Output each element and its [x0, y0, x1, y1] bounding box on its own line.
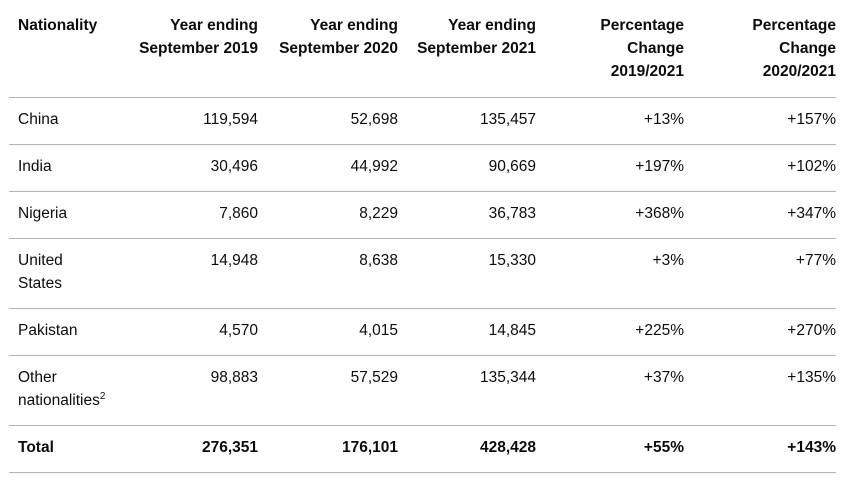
cell-nationality: China	[9, 97, 115, 145]
cell-year-2019: 7,860	[115, 191, 258, 239]
cell-year-2021: 14,845	[398, 308, 536, 356]
cell-pct-2020-2021: +270%	[684, 308, 836, 356]
cell-pct-2019-2021: +3%	[536, 238, 684, 309]
cell-pct-2019-2021: +197%	[536, 144, 684, 192]
cell-year-2020: 44,992	[258, 144, 398, 192]
cell-pct-2020-2021: +102%	[684, 144, 836, 192]
table-row: India 30,496 44,992 90,669 +197% +102%	[9, 144, 836, 192]
cell-pct-2020-2021: +77%	[684, 238, 836, 309]
header-pct-2019-2021: Percentage Change 2019/2021	[536, 6, 684, 98]
cell-nationality: Other nationalities2	[9, 355, 115, 426]
cell-nationality: United States	[9, 238, 115, 309]
header-pct-2020-2021: Percentage Change 2020/2021	[684, 6, 836, 98]
footnote-marker[interactable]: 2	[99, 391, 106, 402]
cell-year-2020: 57,529	[258, 355, 398, 426]
table-row: Other nationalities2 98,883 57,529 135,34…	[9, 355, 836, 426]
cell-nationality: Nigeria	[9, 191, 115, 239]
nationality-table: Nationality Year ending September 2019 Ye…	[9, 6, 836, 473]
cell-year-2020: 52,698	[258, 97, 398, 145]
cell-nationality: Pakistan	[9, 308, 115, 356]
table-row: Nigeria 7,860 8,229 36,783 +368% +347%	[9, 191, 836, 239]
cell-nationality: India	[9, 144, 115, 192]
cell-total-pct-2020-2021: +143%	[684, 425, 836, 473]
cell-pct-2019-2021: +368%	[536, 191, 684, 239]
cell-pct-2020-2021: +347%	[684, 191, 836, 239]
header-year-2020: Year ending September 2020	[258, 6, 398, 98]
cell-year-2020: 8,638	[258, 238, 398, 309]
cell-year-2021: 135,457	[398, 97, 536, 145]
cell-year-2021: 15,330	[398, 238, 536, 309]
header-year-2019: Year ending September 2019	[115, 6, 258, 98]
cell-total-pct-2019-2021: +55%	[536, 425, 684, 473]
cell-year-2021: 90,669	[398, 144, 536, 192]
table-row: Pakistan 4,570 4,015 14,845 +225% +270%	[9, 308, 836, 356]
table-row: China 119,594 52,698 135,457 +13% +157%	[9, 97, 836, 145]
cell-year-2021: 135,344	[398, 355, 536, 426]
cell-total-2020: 176,101	[258, 425, 398, 473]
cell-year-2020: 8,229	[258, 191, 398, 239]
cell-year-2019: 4,570	[115, 308, 258, 356]
header-nationality: Nationality	[9, 6, 115, 98]
cell-total-label: Total	[9, 425, 115, 473]
cell-year-2019: 119,594	[115, 97, 258, 145]
cell-year-2019: 98,883	[115, 355, 258, 426]
cell-pct-2020-2021: +135%	[684, 355, 836, 426]
header-row: Nationality Year ending September 2019 Ye…	[9, 6, 836, 98]
cell-year-2021: 36,783	[398, 191, 536, 239]
cell-total-2021: 428,428	[398, 425, 536, 473]
cell-year-2019: 14,948	[115, 238, 258, 309]
cell-pct-2020-2021: +157%	[684, 97, 836, 145]
cell-year-2020: 4,015	[258, 308, 398, 356]
cell-year-2019: 30,496	[115, 144, 258, 192]
cell-total-2019: 276,351	[115, 425, 258, 473]
table-row: United States 14,948 8,638 15,330 +3% +77…	[9, 238, 836, 309]
header-year-2021: Year ending September 2021	[398, 6, 536, 98]
cell-pct-2019-2021: +13%	[536, 97, 684, 145]
cell-pct-2019-2021: +37%	[536, 355, 684, 426]
cell-pct-2019-2021: +225%	[536, 308, 684, 356]
total-row: Total 276,351 176,101 428,428 +55% +143%	[9, 425, 836, 473]
